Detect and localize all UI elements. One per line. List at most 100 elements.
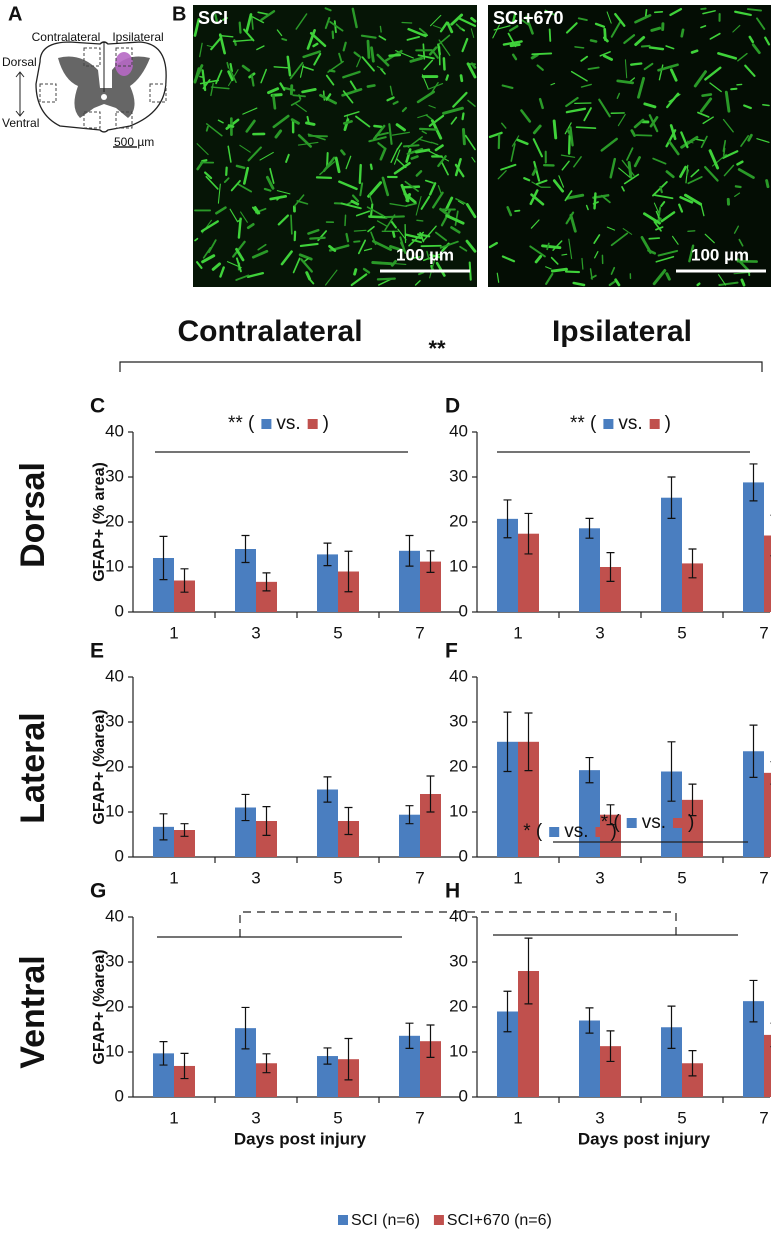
process <box>740 135 750 147</box>
process <box>423 59 434 71</box>
process <box>585 204 589 211</box>
process <box>700 25 707 29</box>
process <box>411 239 423 244</box>
process <box>616 92 621 99</box>
process <box>450 116 458 125</box>
process <box>329 20 344 32</box>
process <box>633 156 641 168</box>
error-bar <box>667 741 676 802</box>
bar <box>420 561 441 612</box>
process <box>643 62 654 71</box>
process <box>568 238 573 260</box>
panel-letter: G <box>90 880 106 903</box>
x-tick-label: 5 <box>333 868 342 887</box>
bar <box>174 830 195 857</box>
error-bar <box>241 1006 250 1050</box>
process <box>427 83 444 90</box>
process <box>589 39 598 43</box>
process <box>300 258 313 273</box>
process <box>465 239 477 253</box>
process <box>218 33 226 55</box>
process <box>506 206 513 217</box>
process <box>295 13 308 30</box>
process <box>246 272 265 278</box>
process <box>274 129 283 139</box>
process <box>592 201 599 205</box>
process <box>488 131 503 139</box>
process <box>292 257 301 274</box>
process <box>290 214 293 235</box>
texture <box>193 7 771 287</box>
y-tick-label: 10 <box>105 556 124 575</box>
x-tick-label: 3 <box>595 1108 604 1127</box>
process <box>217 183 221 204</box>
x-axis-label: Days post injury <box>578 1129 711 1148</box>
x-tick-label: 7 <box>415 623 424 642</box>
process <box>623 173 640 185</box>
process <box>680 135 699 149</box>
process <box>301 65 314 71</box>
process <box>366 39 371 59</box>
process <box>227 124 235 128</box>
process <box>564 190 573 202</box>
panel-b: B SCI SCI+670 100 µm 100 µm <box>172 3 771 287</box>
process <box>414 148 431 154</box>
process <box>573 156 582 168</box>
process <box>567 134 571 155</box>
process <box>488 241 498 249</box>
process <box>600 137 618 152</box>
process <box>428 104 436 109</box>
process <box>422 43 426 60</box>
process <box>309 236 326 240</box>
process <box>730 87 738 91</box>
bar <box>338 821 359 857</box>
process <box>232 240 246 258</box>
y-tick-label: 30 <box>449 951 468 970</box>
process <box>541 244 562 250</box>
process <box>458 17 477 27</box>
process <box>242 107 258 115</box>
error-bar <box>524 512 533 555</box>
process <box>395 123 406 132</box>
process <box>219 266 225 278</box>
process <box>232 39 254 43</box>
process <box>214 13 219 24</box>
error-bar <box>606 552 615 582</box>
process <box>252 16 265 24</box>
process <box>643 212 661 225</box>
process <box>370 46 375 63</box>
error-bar <box>688 548 697 579</box>
process <box>671 235 679 245</box>
process <box>665 170 675 179</box>
process <box>239 144 251 153</box>
process <box>680 131 689 149</box>
process <box>696 282 701 287</box>
process <box>306 29 316 50</box>
process <box>699 97 713 113</box>
process <box>649 116 659 128</box>
scale-label: 100 µm <box>396 245 454 264</box>
process <box>376 220 388 227</box>
process <box>626 147 634 161</box>
process <box>193 18 201 37</box>
process <box>565 193 585 200</box>
process <box>461 112 465 121</box>
process <box>470 16 477 23</box>
bar <box>600 1046 621 1097</box>
y-tick-label: 30 <box>449 466 468 485</box>
panel-a: A Contralateral Ipsilateral Dorsal Ventr… <box>2 3 167 149</box>
process <box>312 42 319 48</box>
significance: ** <box>428 336 446 361</box>
process <box>299 64 304 78</box>
error-bar <box>180 568 189 593</box>
process <box>376 53 390 67</box>
process <box>647 249 657 255</box>
process <box>738 238 744 247</box>
process <box>536 64 544 71</box>
process <box>367 181 383 198</box>
process <box>276 29 283 37</box>
process <box>580 83 592 88</box>
process <box>652 269 667 286</box>
process <box>338 180 358 191</box>
process <box>303 257 309 262</box>
